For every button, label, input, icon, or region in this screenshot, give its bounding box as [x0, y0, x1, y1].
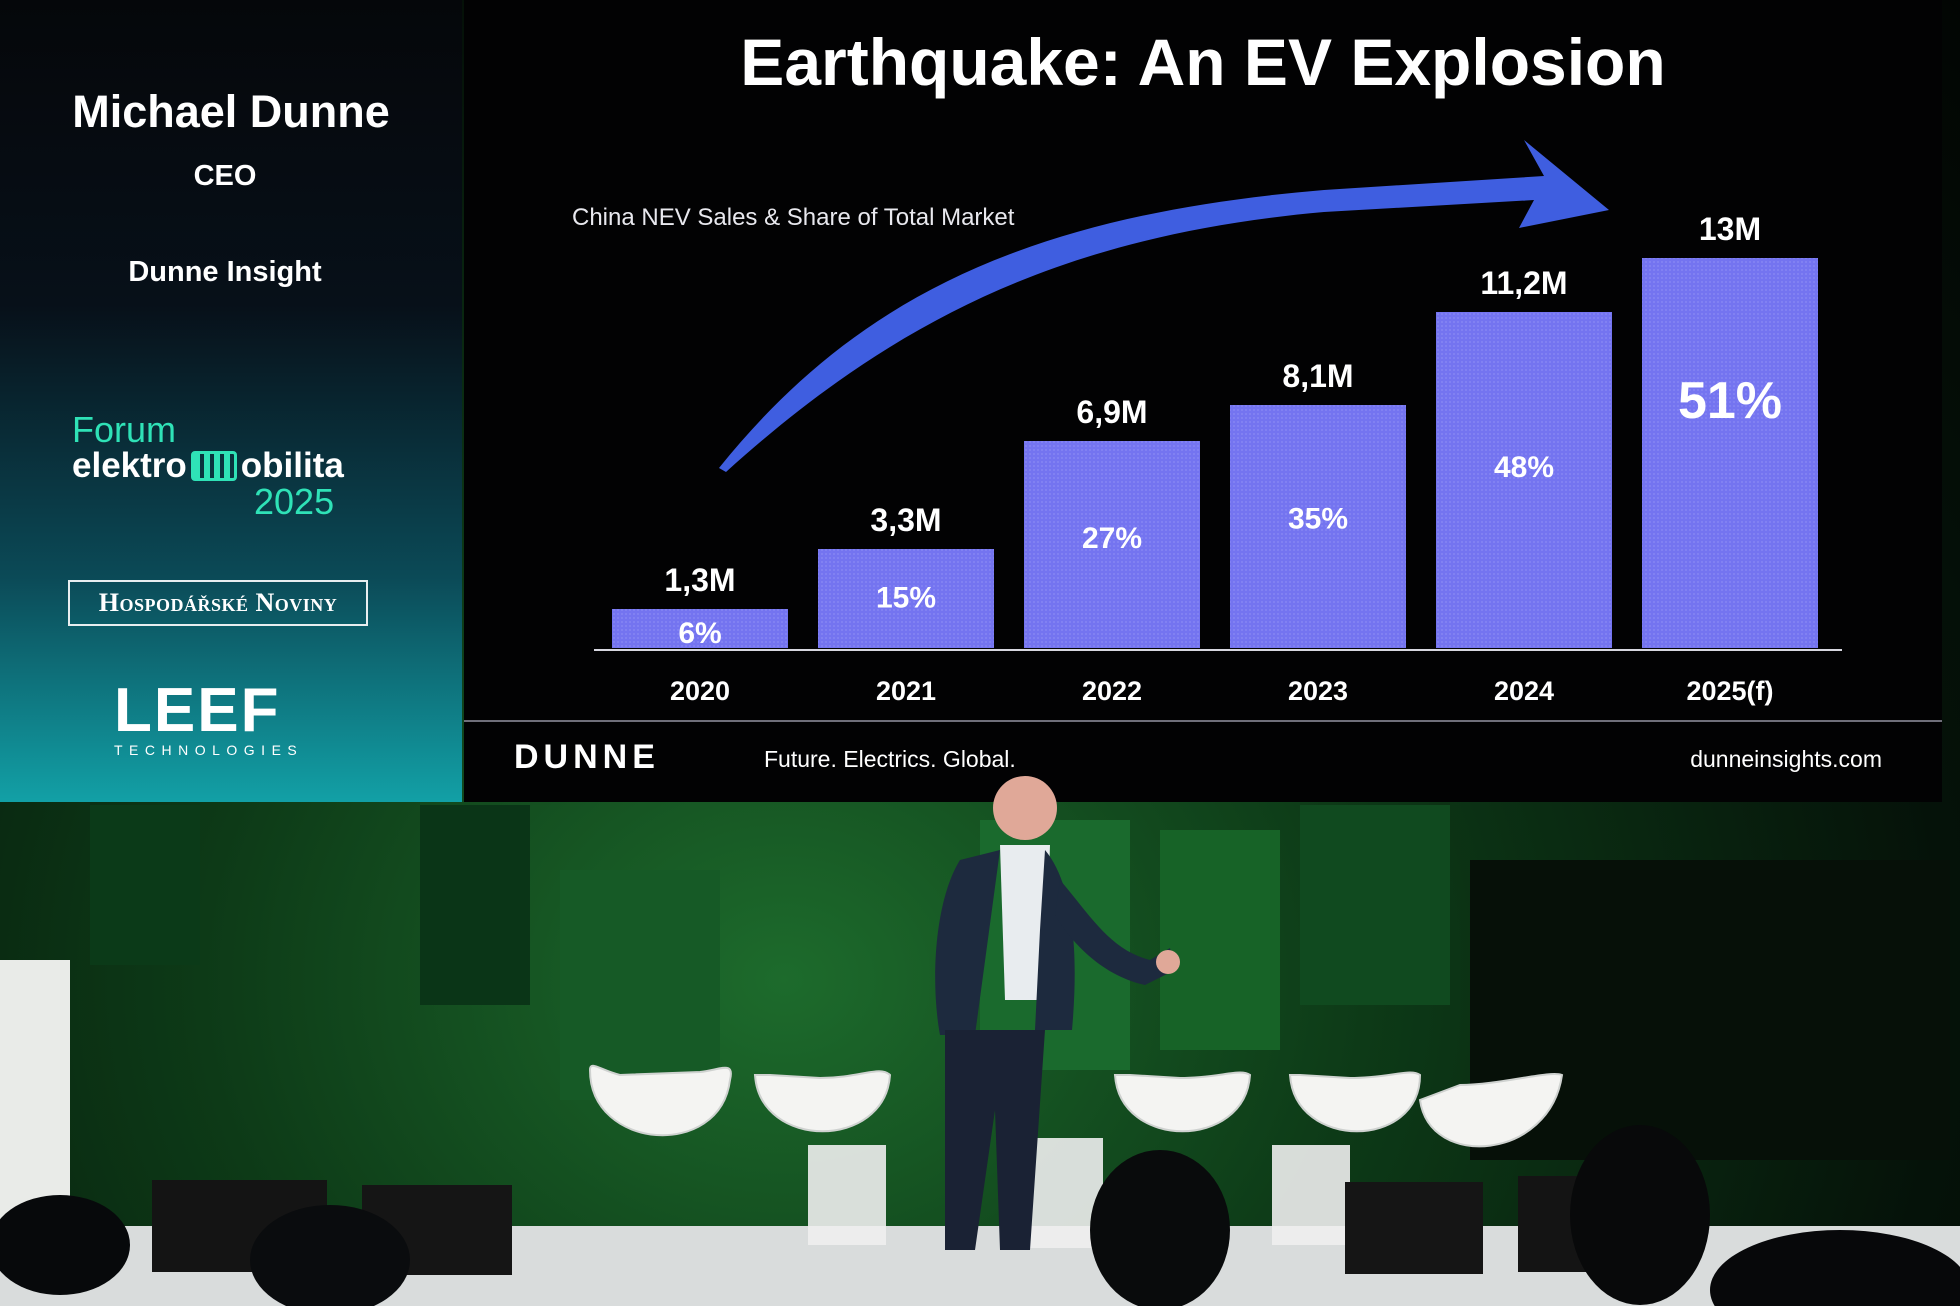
- event-logo-line2: elektro obilita: [72, 448, 344, 484]
- stage-monitor: [1345, 1182, 1483, 1274]
- slide-footer-divider: [464, 720, 1942, 722]
- value-label: 1,3M: [664, 562, 735, 598]
- value-label: 11,2M: [1480, 265, 1567, 301]
- bar-chart: 1,3M 6% 2020 3,3M 15% 2021 6,9M 27% 2022 8,1M 35% 2…: [594, 140, 1842, 706]
- bar-2020: [612, 609, 788, 648]
- event-logo-line1: Forum: [72, 409, 177, 450]
- side-table: [1272, 1145, 1350, 1245]
- value-label: 6,9M: [1076, 394, 1147, 430]
- wall-block: [560, 870, 720, 1100]
- speaker-company: Dunne Insight: [128, 256, 322, 288]
- leef-logo-subtitle: TECHNOLOGIES: [114, 742, 304, 758]
- presenter: [935, 776, 1180, 1250]
- presenter-legs: [945, 1030, 1045, 1250]
- audience-head: [1710, 1230, 1960, 1306]
- wall-block: [1300, 805, 1450, 1005]
- slide-url: dunneinsights.com: [1690, 746, 1882, 772]
- event-logo-word-right: obilita: [240, 446, 344, 485]
- speaker-name: Michael Dunne: [72, 86, 390, 137]
- share-label: 6%: [678, 617, 721, 650]
- bar-2024: [1436, 312, 1612, 648]
- wall-block: [90, 805, 200, 965]
- newspaper-logo-text: Hospodářské Noviny: [98, 588, 338, 617]
- presenter-shirt: [1000, 845, 1050, 1000]
- bar-2025(f): [1642, 258, 1818, 648]
- speaker-role: CEO: [193, 160, 257, 192]
- audience-head: [1570, 1125, 1710, 1305]
- event-year: 2025: [254, 481, 335, 522]
- chair: [1418, 1073, 1564, 1148]
- speaker-panel: Michael Dunne CEO Dunne Insight Forum el…: [0, 0, 462, 802]
- category-label: 2025(f): [1686, 676, 1773, 706]
- value-label: 8,1M: [1282, 358, 1353, 394]
- chair: [588, 1064, 732, 1137]
- wall-block: [1160, 830, 1280, 1050]
- category-label: 2020: [670, 676, 730, 706]
- dunne-logo: DUNNE: [514, 738, 660, 776]
- chair: [1288, 1071, 1422, 1133]
- bar-2023: [1230, 405, 1406, 648]
- presenter-arm: [1055, 880, 1175, 985]
- share-label: 15%: [876, 582, 936, 615]
- presenter-jacket: [935, 850, 1075, 1035]
- value-label: 3,3M: [870, 502, 941, 538]
- category-label: 2021: [876, 676, 936, 706]
- audience-head: [0, 1195, 130, 1295]
- event-logo-word-left: elektro: [72, 446, 187, 485]
- category-label: 2024: [1494, 676, 1554, 706]
- battery-icon: [190, 451, 237, 481]
- presentation-slide: Earthquake: An EV Explosion China NEV Sa…: [464, 0, 1942, 802]
- chairs: [588, 1064, 1564, 1148]
- presenter-hand: [1156, 950, 1180, 974]
- leef-logo: LEEF: [114, 676, 281, 745]
- share-label: 35%: [1288, 502, 1348, 535]
- share-label: 27%: [1082, 522, 1142, 555]
- chair: [753, 1070, 892, 1133]
- side-table: [1025, 1138, 1103, 1248]
- share-label: 51%: [1678, 372, 1782, 430]
- presenter-head: [993, 776, 1057, 840]
- slide-title: Earthquake: An EV Explosion: [740, 25, 1666, 99]
- chart-title: China NEV Sales & Share of Total Market: [572, 204, 1015, 231]
- value-label: 13M: [1699, 211, 1761, 247]
- bar-2022: [1024, 441, 1200, 648]
- category-label: 2022: [1082, 676, 1142, 706]
- audience-head: [250, 1205, 410, 1306]
- event-logo: Forum elektro obilita 2025: [72, 412, 344, 520]
- audience-head: [1090, 1150, 1230, 1306]
- chair: [1113, 1071, 1252, 1133]
- bar-2021: [818, 549, 994, 648]
- newspaper-logo: Hospodářské Noviny: [68, 580, 368, 626]
- category-label: 2023: [1288, 676, 1348, 706]
- wall-block: [420, 805, 530, 1005]
- slide-tagline: Future. Electrics. Global.: [764, 746, 1016, 772]
- side-table: [808, 1145, 886, 1245]
- share-label: 48%: [1494, 451, 1554, 484]
